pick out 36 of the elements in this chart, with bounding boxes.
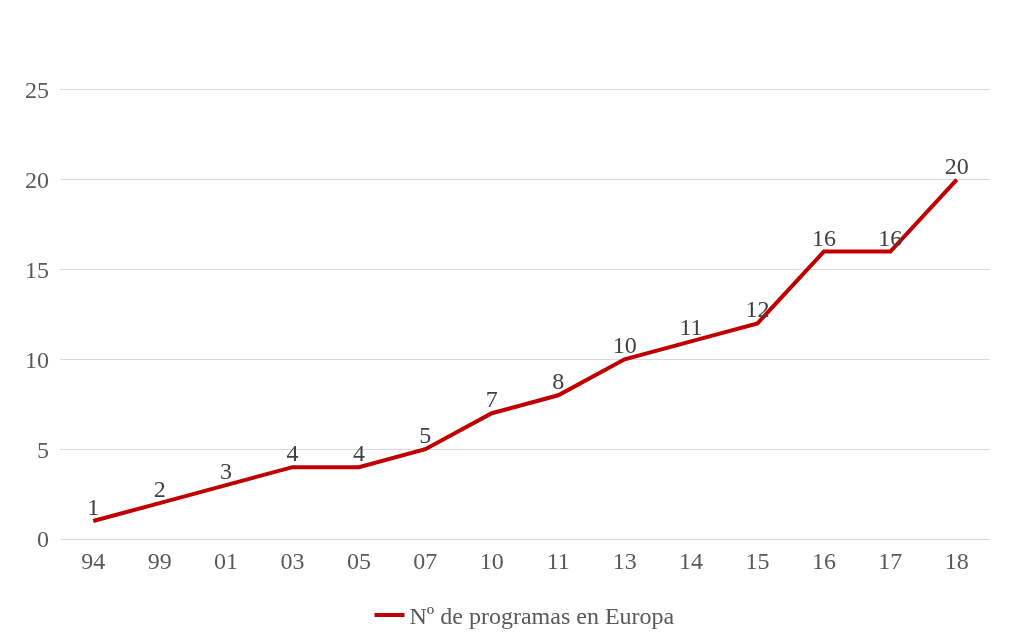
- data-label: 2: [153, 476, 166, 503]
- x-tick-label: 16: [811, 547, 836, 574]
- data-label: 10: [612, 332, 637, 359]
- y-tick-label: 25: [25, 77, 49, 104]
- data-label: 3: [220, 458, 233, 485]
- x-tick-label: 03: [280, 547, 305, 574]
- x-tick-label: 17: [878, 547, 903, 574]
- y-tick-label: 15: [25, 256, 49, 283]
- y-tick-label: 5: [37, 436, 49, 463]
- x-tick-label: 15: [745, 547, 770, 574]
- x-tick-label: 18: [944, 547, 969, 574]
- y-tick-label: 10: [25, 346, 49, 373]
- x-tick-label: 11: [546, 547, 570, 574]
- x-tick-label: 14: [679, 547, 704, 574]
- data-label: 5: [419, 422, 432, 449]
- x-tick-label: 13: [612, 547, 637, 574]
- data-label: 7: [485, 386, 498, 413]
- data-label: 4: [352, 440, 365, 467]
- data-label: 20: [944, 152, 969, 179]
- x-tick-label: 07: [413, 547, 438, 574]
- legend-label: Nº de programas en Europa: [409, 603, 675, 630]
- y-tick-label: 0: [37, 526, 49, 553]
- y-tick-label: 20: [25, 167, 49, 194]
- x-tick-label: 99: [147, 547, 172, 574]
- data-label: 16: [811, 224, 836, 251]
- data-label: 1: [87, 494, 100, 521]
- x-tick-label: 01: [214, 547, 239, 574]
- data-label: 12: [745, 296, 770, 323]
- data-label: 4: [286, 440, 299, 467]
- line-series: [91, 177, 959, 524]
- x-tick-label: 05: [346, 547, 371, 574]
- x-tick-label: 10: [479, 547, 504, 574]
- x-tick-label: 94: [81, 547, 106, 574]
- data-label: 16: [878, 224, 903, 251]
- data-label: 11: [679, 314, 703, 341]
- data-label: 8: [552, 368, 565, 395]
